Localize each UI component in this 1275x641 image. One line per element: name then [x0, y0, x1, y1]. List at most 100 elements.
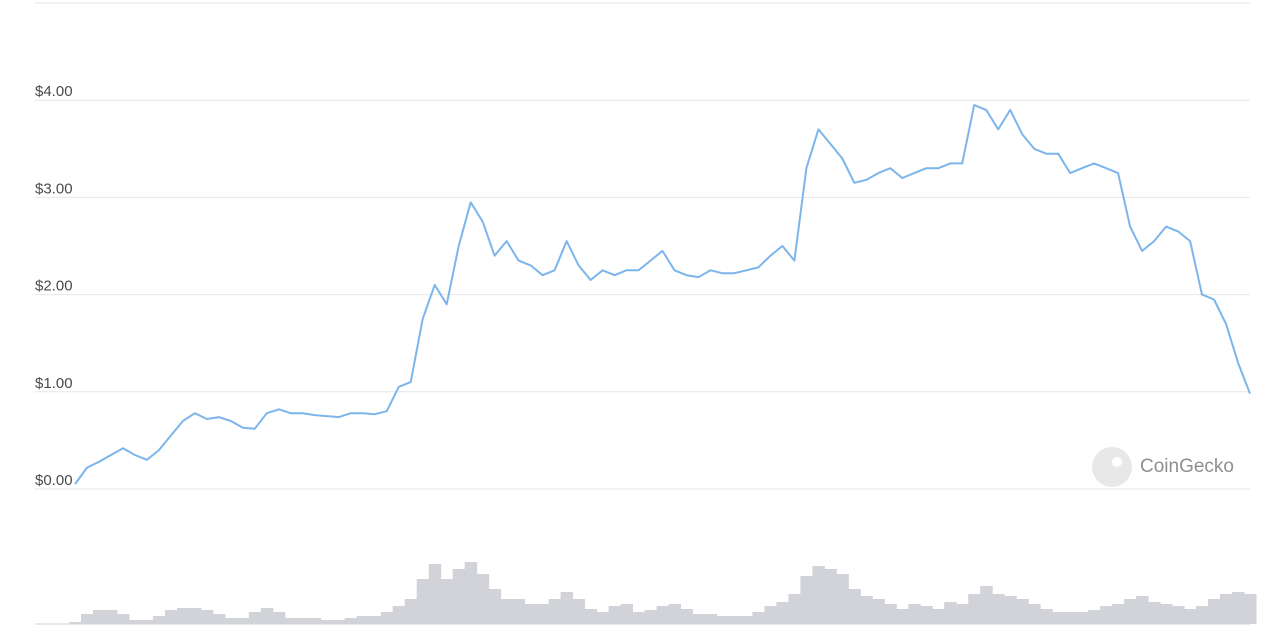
volume-bar: [260, 608, 274, 624]
volume-bar: [284, 618, 298, 624]
volume-bar: [860, 596, 873, 624]
watermark-text: CoinGecko: [1140, 456, 1234, 477]
volume-bar: [1124, 599, 1137, 624]
volume-bar: [704, 614, 717, 624]
volume-bar: [188, 608, 202, 624]
volume-bar: [656, 606, 669, 624]
volume-bar: [476, 574, 490, 624]
volume-bar: [1208, 599, 1221, 624]
volume-bar: [248, 612, 262, 624]
volume-bar: [356, 616, 370, 624]
volume-bar: [824, 569, 837, 624]
volume-bar: [584, 609, 598, 624]
volume-bar: [296, 618, 310, 624]
volume-bar: [488, 589, 502, 624]
volume-bar: [752, 612, 765, 624]
volume-bar: [836, 574, 849, 624]
volume-bar: [80, 614, 94, 624]
volume-bar: [1196, 606, 1209, 624]
volume-bar: [620, 604, 634, 624]
volume-bar: [992, 594, 1005, 624]
volume-bar: [1172, 606, 1185, 624]
volume-bar: [1004, 596, 1017, 624]
volume-bar: [788, 594, 801, 624]
volume-bar: [1220, 594, 1233, 624]
volume-bar: [884, 604, 897, 624]
volume-bar: [1016, 599, 1029, 624]
volume-bar: [908, 604, 921, 624]
watermark-logo: [1092, 447, 1132, 487]
volume-bar: [632, 612, 646, 624]
y-tick-label: $1.00: [35, 375, 73, 392]
volume-bar: [69, 622, 82, 624]
volume-bar: [644, 610, 658, 624]
volume-bar: [1100, 606, 1113, 624]
volume-bar: [800, 576, 813, 624]
volume-bar: [224, 618, 238, 624]
volume-bar: [1112, 604, 1125, 624]
volume-bar: [380, 612, 394, 624]
y-tick-label: $4.00: [35, 83, 73, 100]
volume-bar: [368, 616, 382, 624]
volume-bar: [404, 599, 418, 624]
volume-bar: [464, 562, 478, 624]
volume-bar: [608, 606, 622, 624]
volume-bar: [1076, 612, 1089, 624]
y-tick-label: $0.00: [35, 472, 73, 489]
volume-bar: [416, 579, 430, 624]
volume-bar: [308, 618, 322, 624]
y-tick-label: $2.00: [35, 278, 73, 295]
price-line: [74, 104, 1251, 485]
volume-bar: [392, 606, 406, 624]
volume-bar: [728, 616, 741, 624]
volume-bar: [332, 620, 346, 624]
volume-bar: [980, 586, 993, 624]
volume-bar: [512, 599, 526, 624]
volume-bar: [176, 608, 190, 624]
volume-bar: [1184, 609, 1197, 624]
volume-bar: [812, 566, 825, 624]
volume-bar: [128, 620, 142, 624]
volume-bar: [1052, 612, 1065, 624]
volume-bar: [500, 599, 514, 624]
volume-bar: [116, 614, 130, 624]
volume-bar: [272, 612, 286, 624]
volume-bar: [680, 609, 693, 624]
volume-bar: [320, 620, 334, 624]
volume-bar: [104, 610, 118, 624]
volume-bar: [1232, 592, 1245, 624]
volume-bar: [1028, 604, 1041, 624]
volume-bar: [956, 604, 969, 624]
volume-bar: [1244, 594, 1257, 624]
volume-bar: [1136, 596, 1149, 624]
watermark-eye: [1112, 457, 1122, 467]
volume-bar: [944, 602, 957, 624]
volume-bar: [740, 616, 753, 624]
volume-bar: [1160, 604, 1173, 624]
volume-bar: [1064, 612, 1077, 624]
volume-bar: [1040, 609, 1053, 624]
volume-bar: [572, 599, 586, 624]
volume-bar: [968, 594, 981, 624]
volume-bar: [428, 564, 442, 624]
volume-bar: [548, 599, 562, 624]
volume-bar: [200, 610, 214, 624]
y-tick-label: $3.00: [35, 180, 73, 197]
volume-bar: [524, 604, 538, 624]
volume-bar: [896, 609, 909, 624]
volume-bar: [440, 579, 454, 624]
volume-bar: [164, 610, 178, 624]
volume-bar: [452, 569, 466, 624]
watermark: CoinGecko: [1092, 447, 1234, 487]
volume-bar: [152, 616, 166, 624]
volume-bar: [536, 604, 550, 624]
volume-bar: [140, 620, 154, 624]
volume-bar: [560, 592, 574, 624]
volume-bar: [932, 609, 945, 624]
volume-bar: [692, 614, 705, 624]
volume-bar: [764, 606, 777, 624]
volume-bar: [1088, 610, 1101, 624]
volume-bar: [848, 589, 861, 624]
volume-bar: [596, 612, 610, 624]
